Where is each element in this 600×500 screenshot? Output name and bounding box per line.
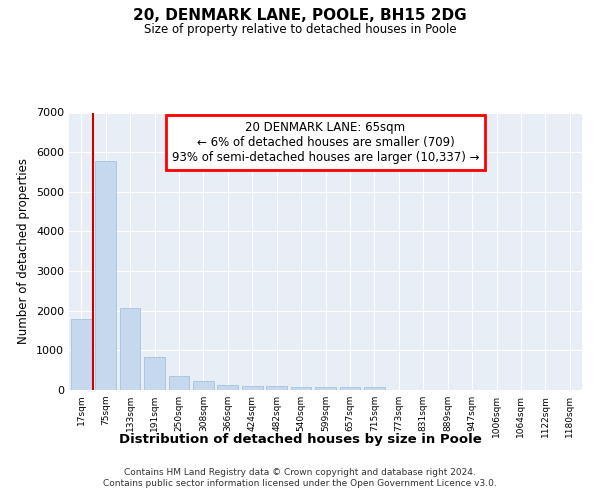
Text: Distribution of detached houses by size in Poole: Distribution of detached houses by size … — [119, 432, 481, 446]
Text: 20, DENMARK LANE, POOLE, BH15 2DG: 20, DENMARK LANE, POOLE, BH15 2DG — [133, 8, 467, 22]
Bar — [266, 386, 287, 390]
Bar — [144, 358, 165, 390]
Bar — [169, 376, 190, 390]
Bar — [242, 386, 263, 390]
Bar — [71, 320, 92, 390]
Bar — [315, 387, 336, 390]
Bar — [290, 387, 311, 390]
Bar — [119, 308, 140, 390]
Bar — [217, 385, 238, 390]
Bar — [340, 387, 361, 390]
Text: Size of property relative to detached houses in Poole: Size of property relative to detached ho… — [143, 22, 457, 36]
Bar — [193, 381, 214, 390]
Y-axis label: Number of detached properties: Number of detached properties — [17, 158, 31, 344]
Bar — [95, 161, 116, 390]
Text: Contains HM Land Registry data © Crown copyright and database right 2024.
Contai: Contains HM Land Registry data © Crown c… — [103, 468, 497, 487]
Text: 20 DENMARK LANE: 65sqm
← 6% of detached houses are smaller (709)
93% of semi-det: 20 DENMARK LANE: 65sqm ← 6% of detached … — [172, 121, 479, 164]
Bar — [364, 387, 385, 390]
